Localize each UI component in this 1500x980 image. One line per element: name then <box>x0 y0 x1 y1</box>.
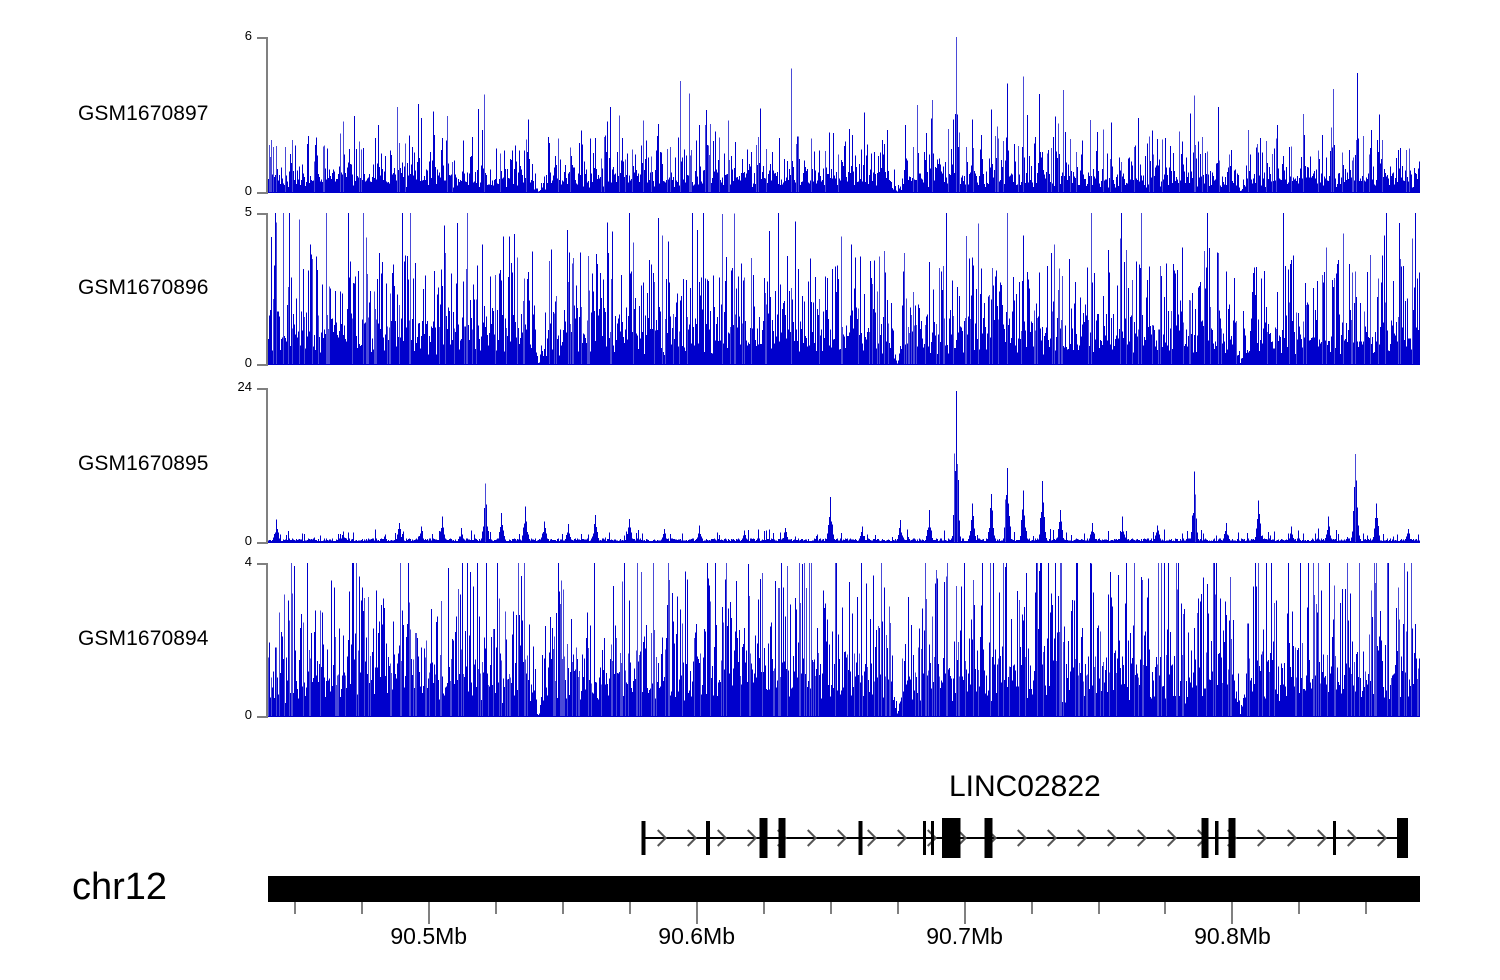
ruler-minor-tick <box>293 902 296 914</box>
ruler-major-tick <box>427 902 430 924</box>
ruler-major-tick <box>963 902 966 924</box>
ruler-minor-tick <box>360 902 363 914</box>
ruler-minor-tick <box>1097 902 1100 914</box>
coverage-signal-gsm1670895[interactable] <box>268 388 1420 543</box>
ruler-minor-tick <box>829 902 832 914</box>
ruler-major-tick <box>1231 902 1234 924</box>
ruler-minor-tick <box>1164 902 1167 914</box>
ruler-minor-tick <box>1030 902 1033 914</box>
ruler-label: 90.6Mb <box>658 923 735 949</box>
chromosome-label: chr12 <box>72 866 168 908</box>
gene-name-label: LINC02822 <box>948 770 1101 803</box>
gene-model[interactable] <box>0 814 1500 862</box>
ruler-minor-tick <box>628 902 631 914</box>
ruler-label: 90.5Mb <box>390 923 468 949</box>
ruler-minor-tick <box>1365 902 1368 914</box>
ruler-minor-tick <box>561 902 564 914</box>
chromosome-bar[interactable] <box>268 876 1420 902</box>
ruler-label: 90.7Mb <box>926 923 1003 949</box>
coverage-signal-gsm1670896[interactable] <box>268 213 1420 365</box>
ruler-minor-tick <box>494 902 497 914</box>
coverage-signal-gsm1670897[interactable] <box>268 37 1420 193</box>
ruler-major-tick <box>695 902 698 924</box>
ruler-minor-tick <box>1298 902 1301 914</box>
ruler-minor-tick <box>762 902 765 914</box>
ruler-label: 90.8Mb <box>1194 923 1271 949</box>
ruler-minor-tick <box>896 902 899 914</box>
coverage-signal-gsm1670894[interactable] <box>268 563 1420 717</box>
